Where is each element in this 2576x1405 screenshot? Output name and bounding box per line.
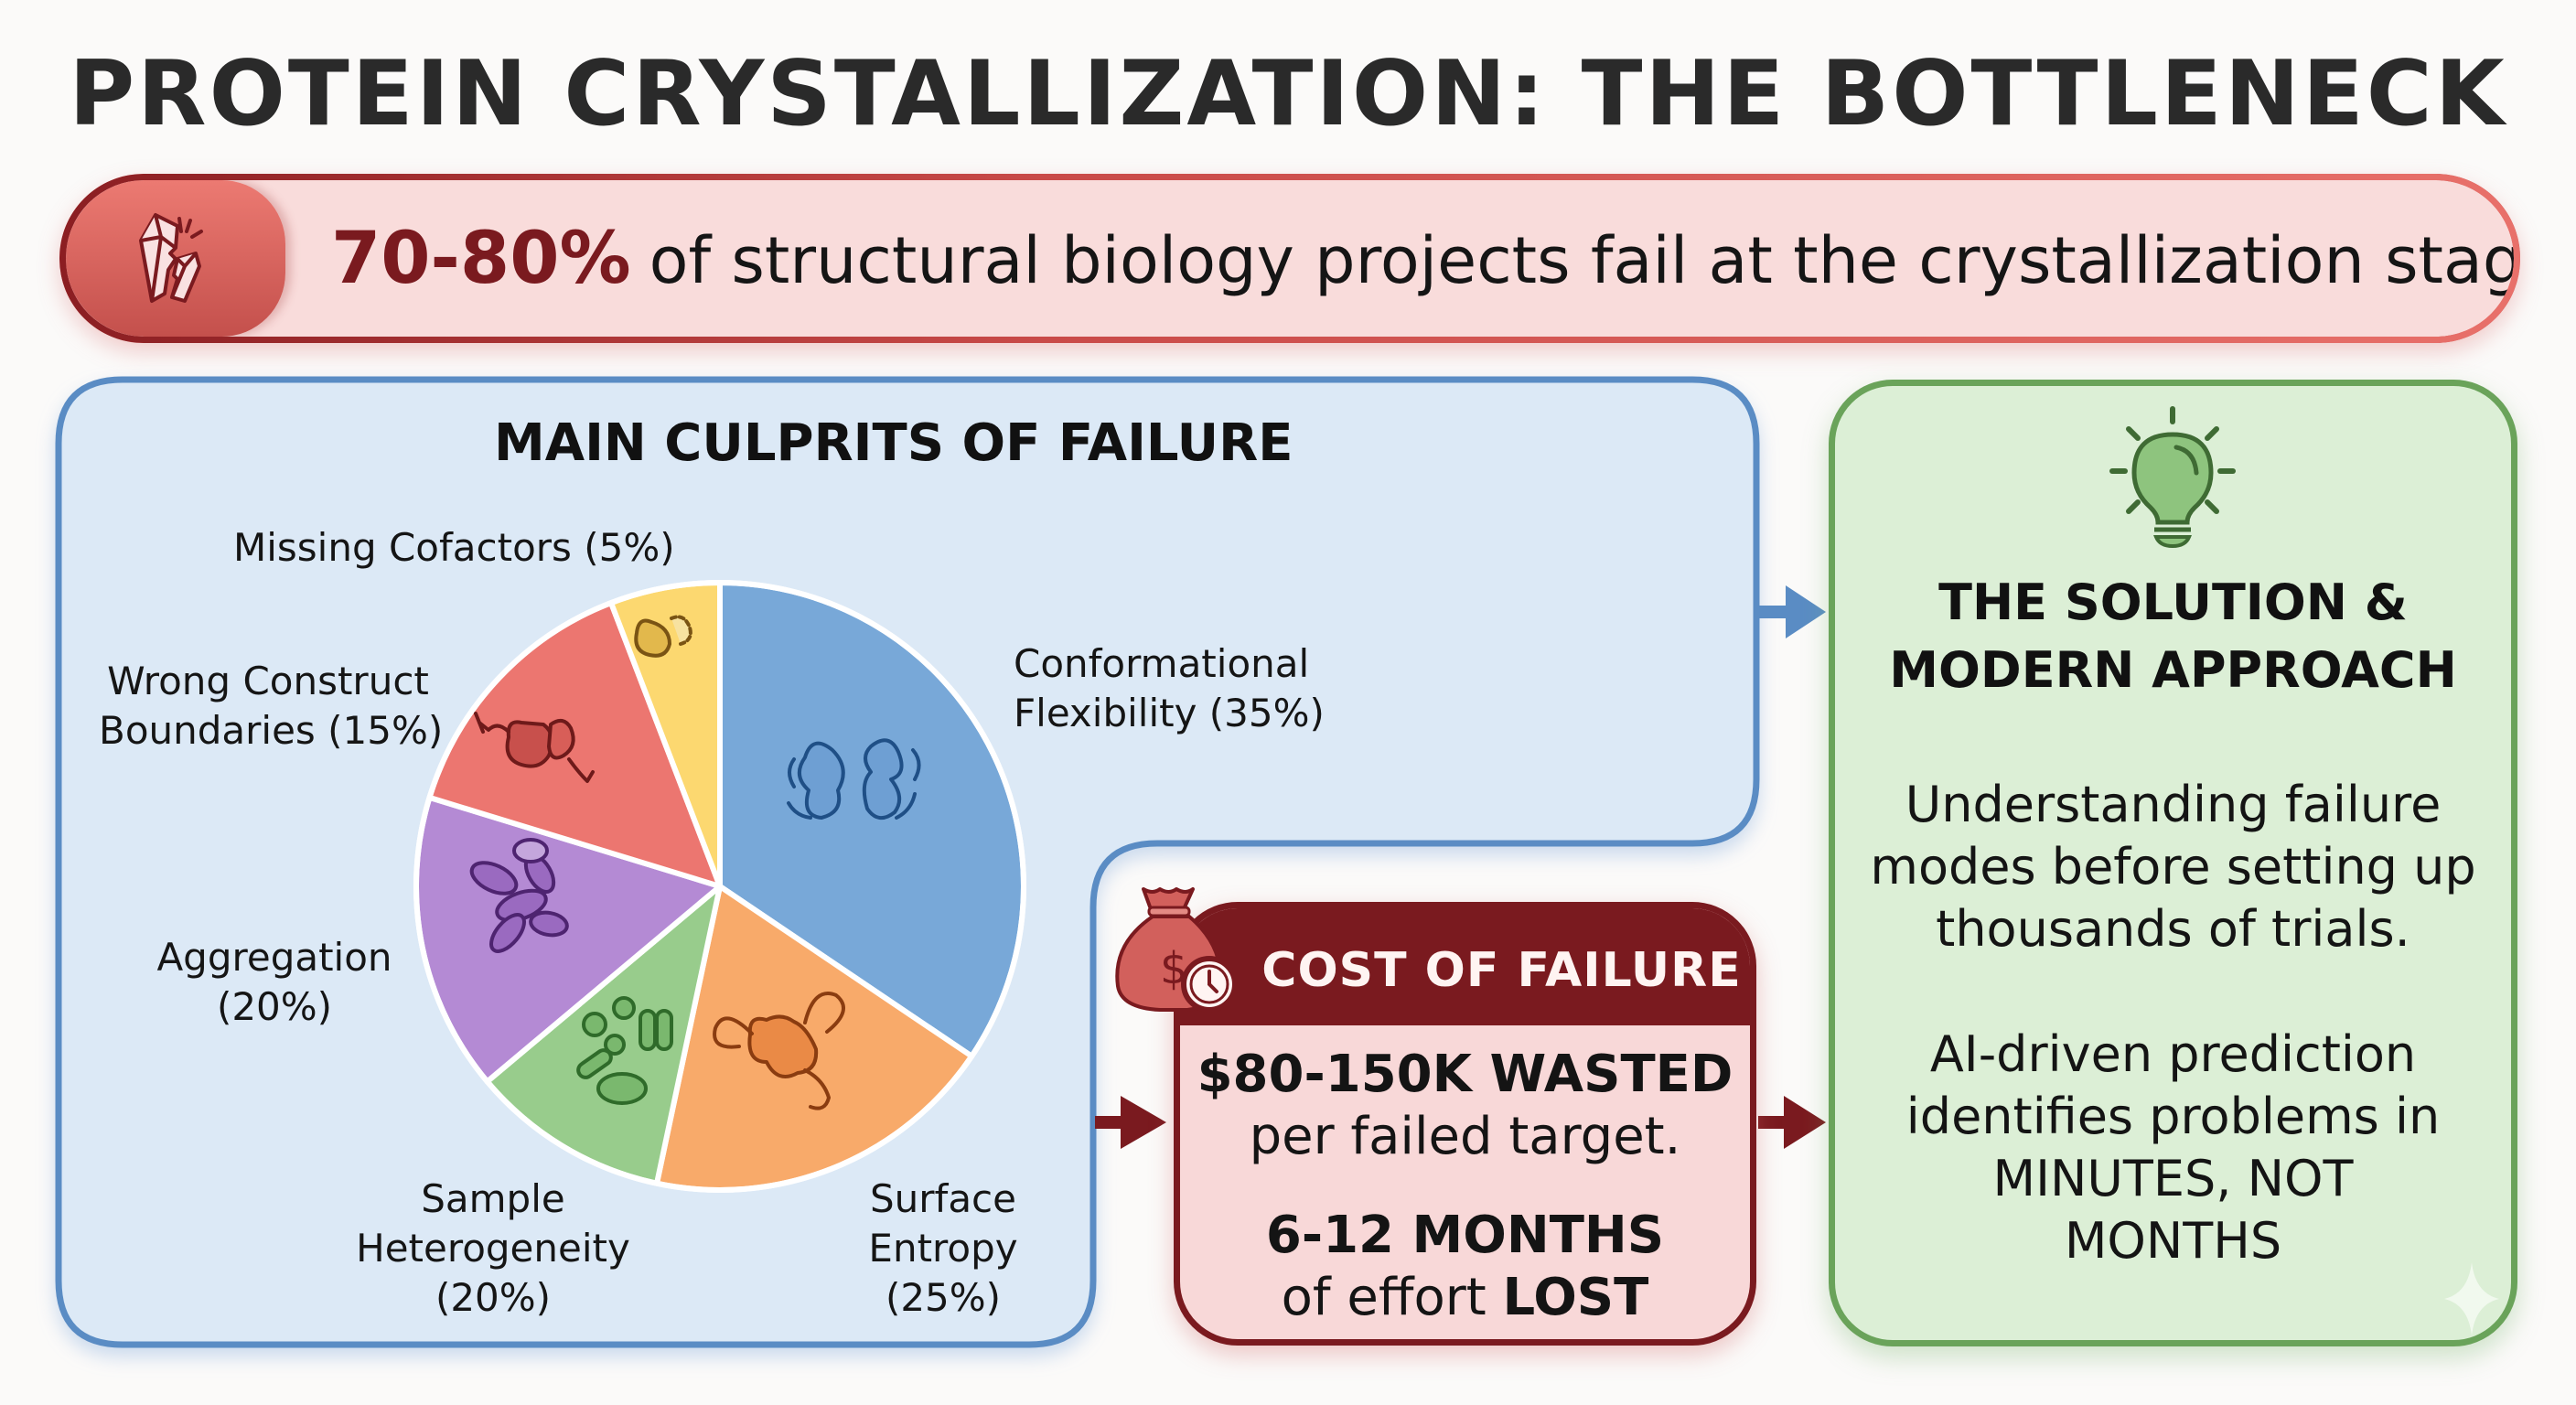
label-missing-cofactors: Missing Cofactors (5%) [233,525,675,570]
arrow-to-solution-icon [1758,585,1826,638]
culprits-title: MAIN CULPRITS OF FAILURE [494,413,1293,473]
floppy-loop-protein-icon [713,992,845,1110]
arrow-to-cost-icon [1095,1096,1166,1149]
solution-title: THE SOLUTION & MODERN APPROACH [1889,574,2457,699]
cost-of-failure-card: COST OF FAILURE $80-150K WASTED per fail… [1174,902,1756,1346]
cost-effort-lost: of effort LOST [1281,1268,1649,1327]
cost-header [1180,908,1750,1025]
label-sample-heterogeneity: Sample Heterogeneity (20%) [356,1176,630,1320]
solution-paragraph-2: AI-driven prediction identifies problems… [1905,1025,2441,1270]
page-title: PROTEIN CRYSTALLIZATION: THE BOTTLENECK [69,42,2507,146]
tethered-protein-icon [474,712,595,783]
solution-paragraph-1: Understanding failure modes before setti… [1870,776,2476,958]
flexible-protein-icon [787,738,921,820]
cost-amount: $80-150K WASTED [1197,1045,1733,1104]
multiple-species-icon [576,996,673,1105]
label-aggregation: Aggregation (20%) [156,935,392,1029]
banner-border [59,174,2520,343]
arrow-cost-to-solution-icon [1758,1096,1826,1149]
sparkle-icon [2444,1262,2499,1335]
cost-duration: 6-12 MONTHS [1265,1206,1665,1265]
lightbulb-icon [2109,406,2236,548]
aggregate-cluster-icon [469,838,569,953]
money-bag-clock-icon: $ [1115,887,1238,1013]
label-surface-entropy: Surface Entropy (25%) [868,1176,1018,1320]
label-conformational-flexibility: Conformational Flexibility (35%) [1014,641,1325,735]
cost-title: COST OF FAILURE [1261,943,1742,998]
label-wrong-construct: Wrong Construct Boundaries (15%) [99,659,444,753]
cost-per-target: per failed target. [1249,1107,1681,1166]
missing-cofactor-protein-icon [634,615,692,658]
